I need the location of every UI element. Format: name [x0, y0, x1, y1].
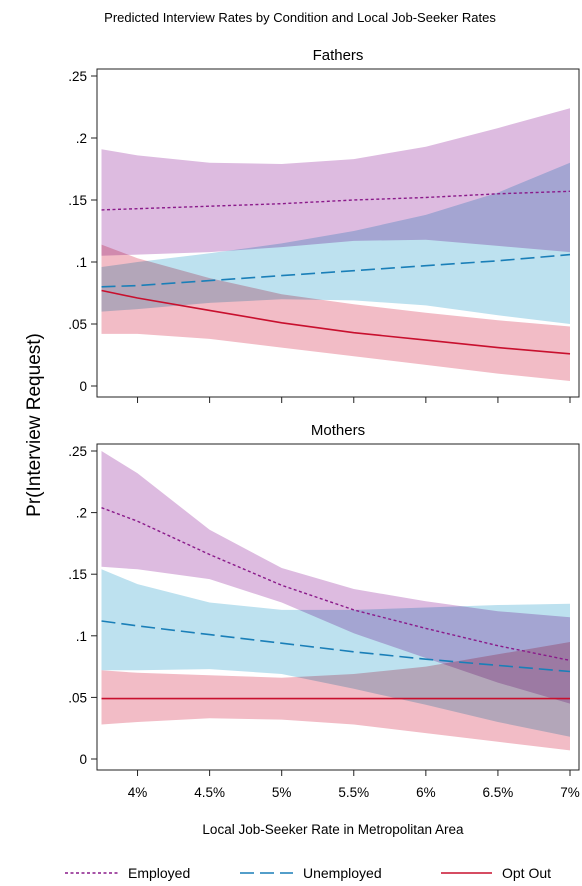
- line-unemployed: [101, 620, 571, 673]
- line-employed: [101, 190, 571, 211]
- y-tick-label: .2: [76, 131, 87, 146]
- confidence-bands: [101, 108, 570, 381]
- x-tick-label: 5%: [272, 785, 292, 800]
- legend-item-opt-out: Opt Out: [441, 865, 551, 881]
- chart-title: Predicted Interview Rates by Condition a…: [104, 10, 496, 25]
- legend-label: Opt Out: [502, 865, 551, 881]
- y-tick-label: .1: [76, 629, 87, 644]
- plot-frame: [96, 68, 580, 398]
- legend-item-employed: Employed: [65, 865, 190, 881]
- y-tick-label: .15: [68, 193, 87, 208]
- line-unemployed: [101, 253, 571, 288]
- y-tick-label: .2: [76, 506, 87, 521]
- confidence-bands: [101, 451, 570, 751]
- y-tick-label: 0: [79, 752, 87, 767]
- y-tick-label: .05: [68, 317, 87, 332]
- panel-title: Mothers: [311, 422, 365, 439]
- y-tick-label: 0: [79, 379, 87, 394]
- panel-title: Fathers: [313, 47, 364, 64]
- line-employed: [101, 507, 571, 662]
- legend: Employed Unemployed Opt Out: [65, 865, 551, 881]
- x-axis-label: Local Job-Seeker Rate in Metropolitan Ar…: [202, 822, 464, 837]
- y-tick-label: .15: [68, 567, 87, 582]
- x-tick-label: 4%: [128, 785, 148, 800]
- x-tick-label: 6%: [416, 785, 436, 800]
- y-tick-label: .1: [76, 255, 87, 270]
- x-tick-label: 6.5%: [483, 785, 514, 800]
- x-tick-label: 4.5%: [194, 785, 225, 800]
- y-tick-label: .05: [68, 690, 87, 705]
- legend-label: Employed: [128, 865, 190, 881]
- panel-fathers: Fathers 0 .05 .1 .15 .2 .25: [68, 47, 580, 403]
- y-tick-label: .25: [68, 69, 87, 84]
- legend-label: Unemployed: [303, 865, 382, 881]
- x-tick-label: 5.5%: [338, 785, 369, 800]
- band-opt-out: [101, 244, 570, 381]
- line-opt-out: [101, 289, 571, 355]
- x-tick-label: 7%: [560, 785, 580, 800]
- band-opt-out: [101, 642, 570, 751]
- panels: Fathers 0 .05 .1 .15 .2 .25 Mothers 0 .05 .1 .15 .2.…: [68, 47, 580, 800]
- panel-mothers: Mothers 0 .05 .1 .15 .2 .25 4% 4.5% 5% 5.5% 6% 6.5% 7…: [68, 422, 580, 800]
- y-axis-label: Pr(Interview Request): [24, 333, 45, 517]
- legend-item-unemployed: Unemployed: [240, 865, 382, 881]
- y-tick-label: .25: [68, 444, 87, 459]
- plot-frame: [96, 443, 580, 771]
